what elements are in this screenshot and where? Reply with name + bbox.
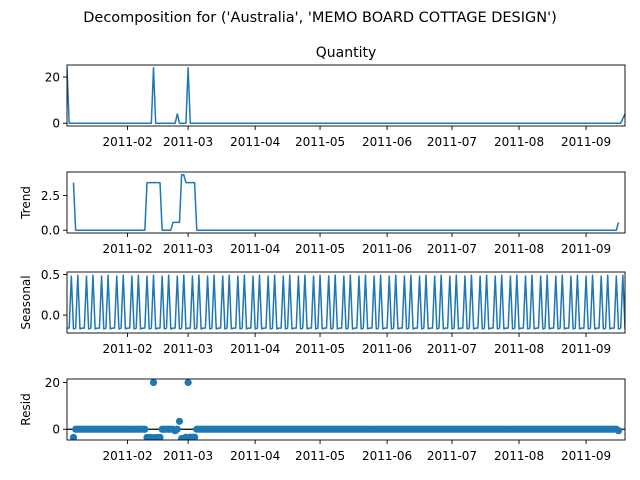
y-tick-label: 0 — [52, 423, 60, 437]
x-tick-label: 2011-06 — [362, 449, 412, 463]
x-tick-label: 2011-08 — [494, 242, 544, 256]
y-tick-label: 0.0 — [41, 309, 60, 323]
y-tick-label: 0.0 — [41, 224, 60, 238]
x-tick-label: 2011-04 — [230, 135, 280, 149]
plot-area — [67, 379, 625, 440]
x-tick-label: 2011-05 — [295, 342, 345, 356]
resid-point — [184, 379, 192, 387]
axes-frame — [66, 378, 626, 441]
resid-point — [173, 425, 181, 433]
resid-point — [156, 433, 164, 440]
x-tick-label: 2011-03 — [163, 135, 213, 149]
y-tick-label: 0 — [52, 117, 60, 131]
resid-point — [141, 425, 149, 433]
y-tick-label: 20 — [45, 71, 60, 85]
x-tick-label: 2011-06 — [362, 342, 412, 356]
plot-area — [67, 67, 625, 124]
y-axis-label: Resid — [19, 393, 33, 425]
x-tick-label: 2011-09 — [561, 449, 611, 463]
x-tick-label: 2011-03 — [163, 449, 213, 463]
x-tick-label: 2011-03 — [163, 342, 213, 356]
subplot-2: Trend 0.0 2.5 2011-02 2011-03 2011-04 2011-05 2… — [19, 171, 626, 256]
y-tick-label: 20 — [45, 376, 60, 390]
axes-frame — [66, 64, 626, 127]
x-tick-label: 2011-04 — [230, 449, 280, 463]
resid-point — [175, 417, 184, 425]
x-tick-label: 2011-03 — [163, 242, 213, 256]
plot-area — [67, 274, 625, 330]
resid-point — [614, 427, 623, 435]
x-tick-label: 2011-02 — [102, 342, 152, 356]
y-axis-label: Trend — [19, 186, 33, 220]
subplot-3: Seasonal 0.0 0.5 2011-02 2011-03 2011-04 2011-… — [19, 268, 626, 356]
x-tick-label: 2011-05 — [295, 242, 345, 256]
series-line — [67, 67, 625, 124]
series-line — [72, 174, 620, 231]
y-tick-label: 2.5 — [41, 189, 60, 203]
x-tick-label: 2011-05 — [295, 449, 345, 463]
x-tick-label: 2011-05 — [295, 135, 345, 149]
x-tick-label: 2011-02 — [102, 242, 152, 256]
y-axis-label: Seasonal — [19, 275, 33, 329]
x-tick-label: 2011-06 — [362, 135, 412, 149]
x-tick-label: 2011-09 — [561, 342, 611, 356]
x-tick-label: 2011-09 — [561, 242, 611, 256]
figure-suptitle: Decomposition for ('Australia', 'MEMO BO… — [83, 10, 557, 26]
x-tick-label: 2011-06 — [362, 242, 412, 256]
x-tick-label: 2011-09 — [561, 135, 611, 149]
x-tick-label: 2011-02 — [102, 135, 152, 149]
x-tick-label: 2011-04 — [230, 242, 280, 256]
panels: Quantity 0 20 2011-02 2011-03 2011-04 2011-05 2… — [19, 45, 626, 463]
x-tick-label: 2011-02 — [102, 449, 152, 463]
subplot-4: Resid 0 20 2011-02 2011-03 2011-04 2011-05 2011… — [19, 376, 626, 463]
resid-point — [149, 379, 158, 387]
y-tick-label: 0.5 — [41, 268, 60, 282]
x-tick-label: 2011-07 — [427, 449, 477, 463]
x-tick-label: 2011-08 — [494, 342, 544, 356]
x-tick-label: 2011-07 — [427, 242, 477, 256]
x-tick-label: 2011-08 — [494, 449, 544, 463]
plot-area — [72, 174, 620, 231]
subplot-title: Quantity — [316, 45, 377, 61]
x-tick-label: 2011-07 — [427, 135, 477, 149]
subplot-1: Quantity 0 20 2011-02 2011-03 2011-04 2011-05 2… — [45, 45, 626, 149]
seasonal-line — [67, 274, 625, 330]
x-tick-label: 2011-04 — [230, 342, 280, 356]
axes-frame — [66, 171, 626, 234]
x-tick-label: 2011-08 — [494, 135, 544, 149]
axes-frame — [66, 271, 626, 334]
resid-point — [69, 433, 78, 440]
x-tick-label: 2011-07 — [427, 342, 477, 356]
resid-point — [191, 433, 199, 440]
